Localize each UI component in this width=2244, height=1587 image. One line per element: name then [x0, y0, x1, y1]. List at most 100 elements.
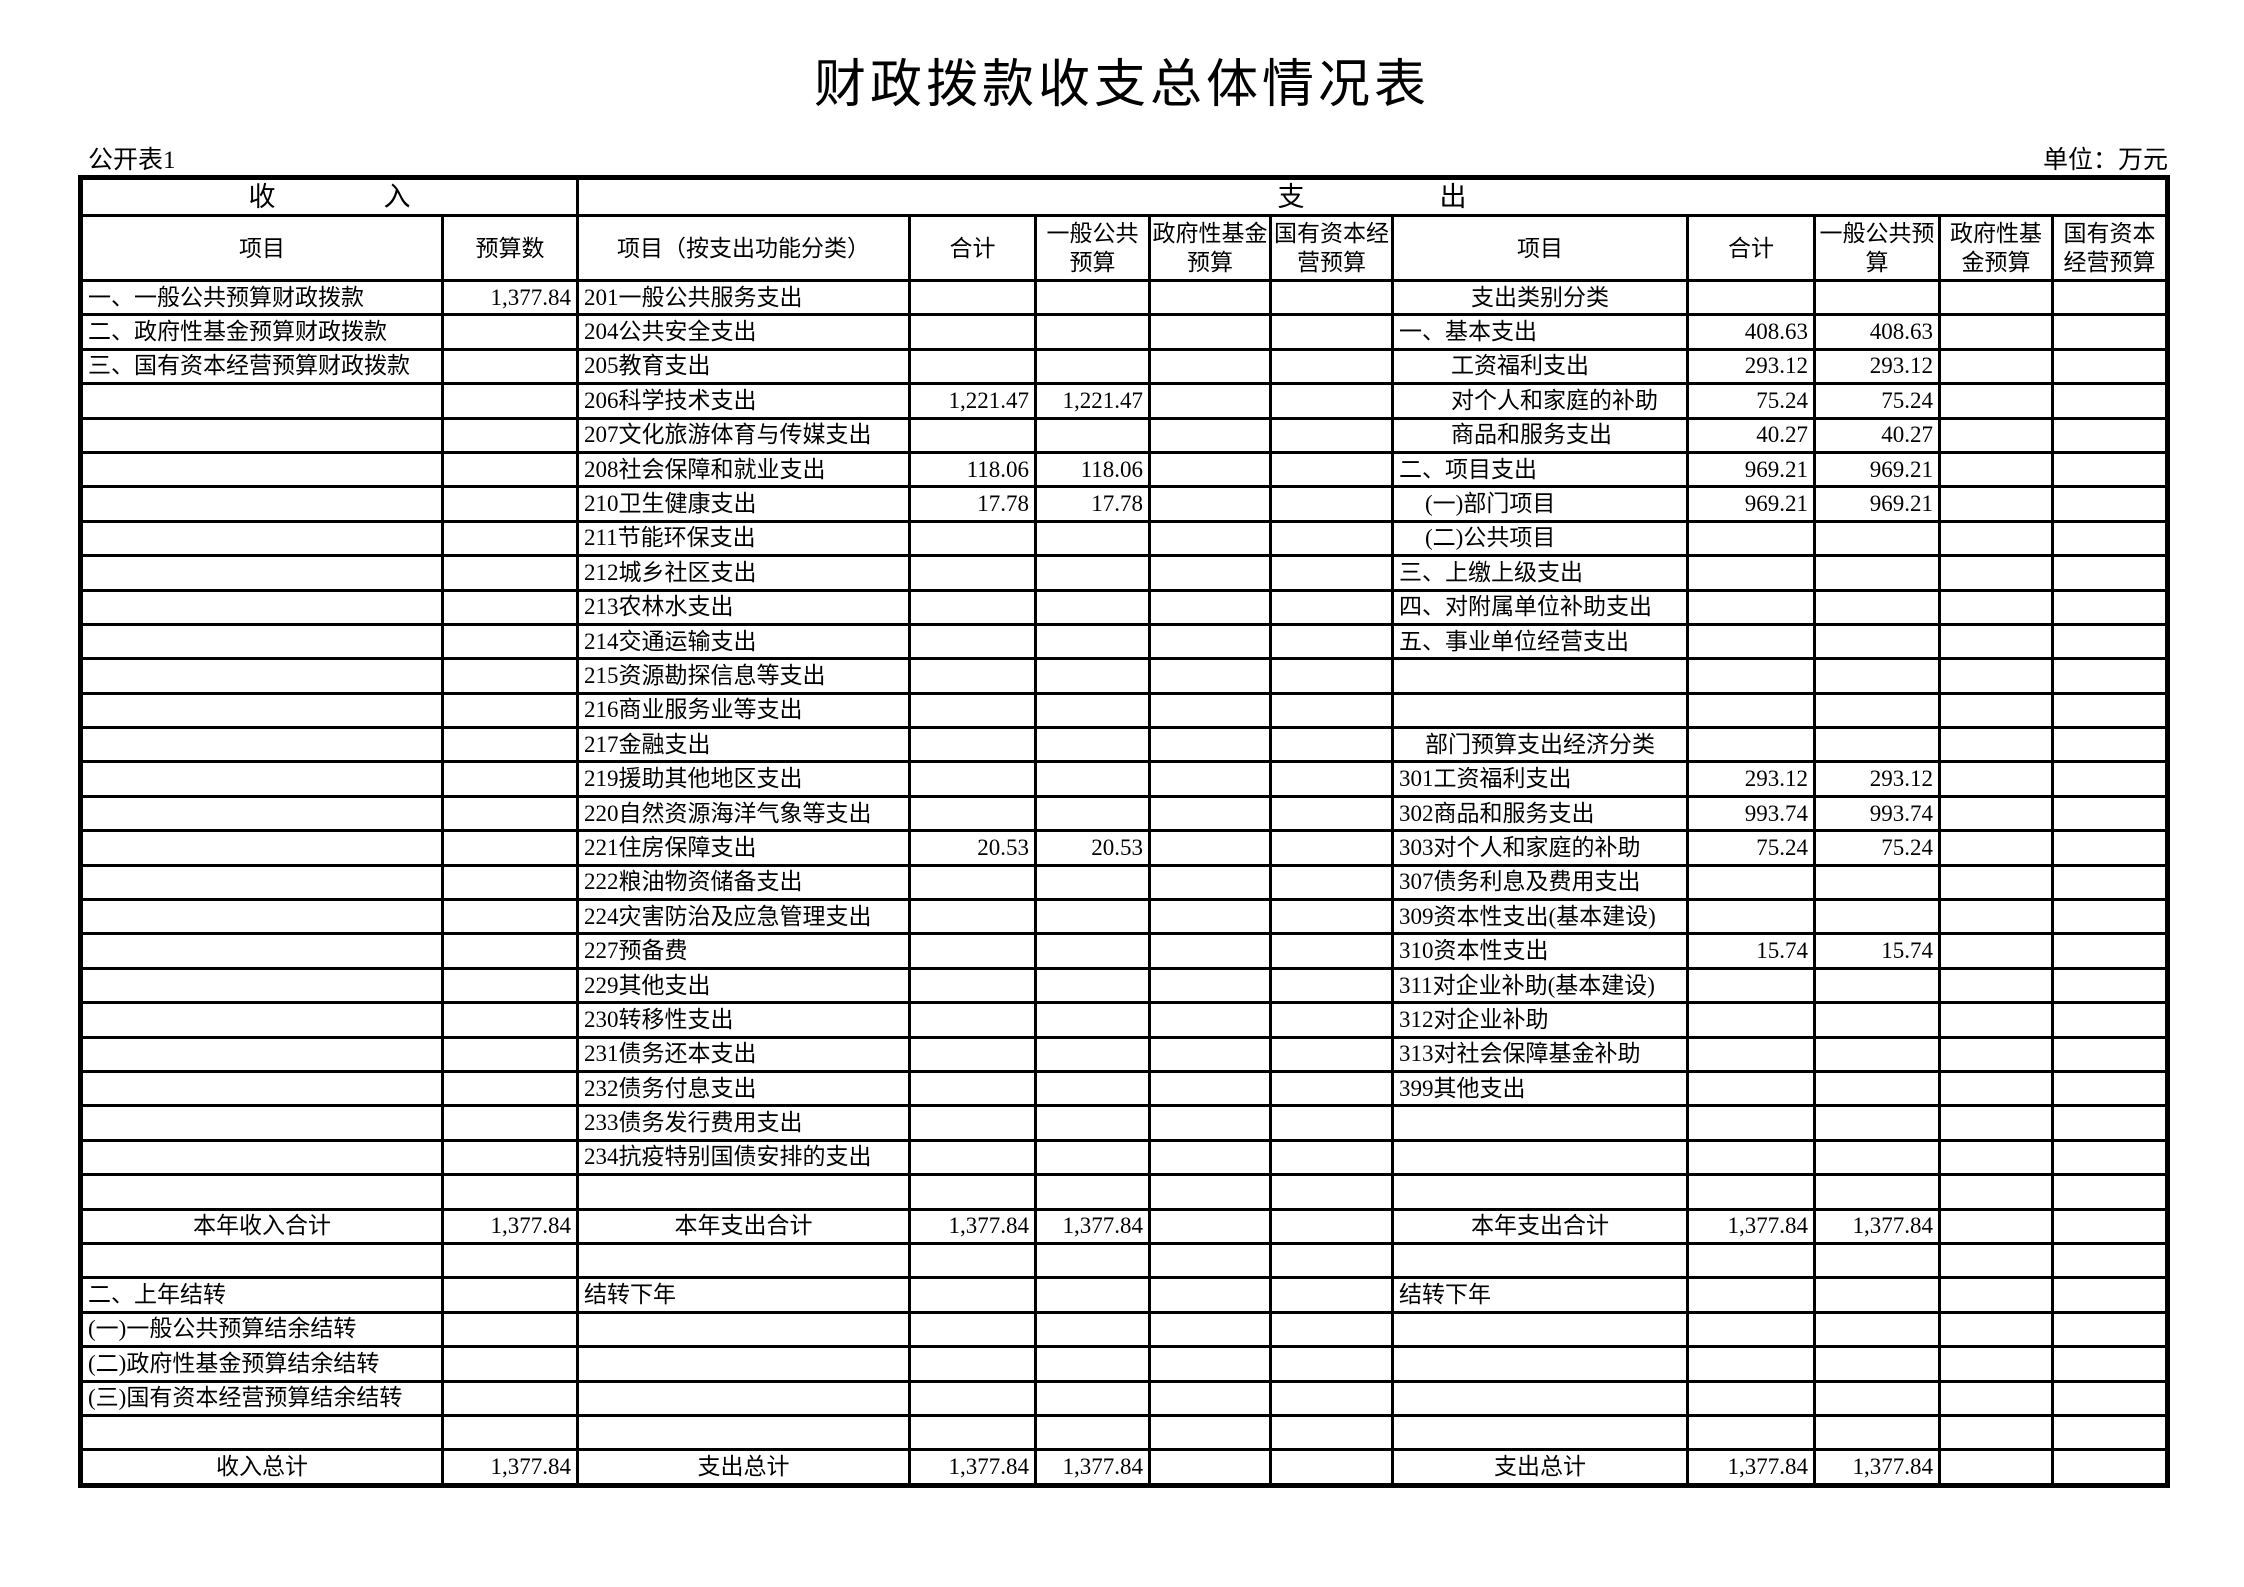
table-cell: 一、基本支出 — [1391, 313, 1689, 351]
table-cell — [1269, 1413, 1394, 1452]
table-cell: 五、事业单位经营支出 — [1391, 622, 1689, 661]
table-row — [79, 1413, 2170, 1452]
column-header-gov-fund-budget: 政府性基金预算 — [1148, 214, 1272, 282]
table-cell: 对个人和家庭的补助 — [1391, 382, 1689, 420]
table-cell — [908, 932, 1037, 970]
table-cell — [1938, 863, 2054, 902]
table-cell — [1269, 863, 1394, 902]
table-cell: 75.24 — [1813, 829, 1941, 867]
table-cell — [441, 1276, 579, 1314]
table-cell — [1148, 1310, 1272, 1349]
table-cell — [1148, 794, 1272, 833]
table-cell: 969.21 — [1686, 485, 1816, 523]
table-cell: 307债务利息及费用支出 — [1391, 863, 1689, 902]
table-cell — [1269, 898, 1394, 936]
table-cell — [441, 347, 579, 386]
table-cell — [908, 313, 1037, 351]
table-cell — [1034, 1345, 1151, 1383]
table-cell: 1,221.47 — [1034, 382, 1151, 420]
table-cell: 301工资福利支出 — [1391, 760, 1689, 798]
table-cell — [441, 1001, 579, 1039]
table-row: 233债务发行费用支出 — [79, 1104, 2170, 1142]
table-cell: (二)政府性基金预算结余结转 — [79, 1345, 444, 1383]
table-cell — [1034, 863, 1151, 902]
table-cell — [1269, 1276, 1394, 1314]
table-cell: 210卫生健康支出 — [576, 485, 911, 523]
table-cell — [1148, 1173, 1272, 1211]
table-cell — [79, 1069, 444, 1108]
table-cell — [1938, 1173, 2054, 1211]
table-cell — [1686, 657, 1816, 695]
table-cell: 408.63 — [1686, 313, 1816, 351]
table-cell — [1813, 657, 1941, 695]
table-cell — [79, 519, 444, 558]
table-cell — [1034, 1138, 1151, 1177]
table-row: 三、国有资本经营预算财政拨款 205教育支出 工资福利支出 293.12 293.12 — [79, 347, 2170, 386]
table-cell — [1813, 278, 1941, 317]
table-cell — [1034, 1069, 1151, 1108]
table-cell — [1686, 1001, 1816, 1039]
table-cell: (一)一般公共预算结余结转 — [79, 1310, 444, 1349]
table-cell: 75.24 — [1813, 382, 1941, 420]
table-cell — [1148, 554, 1272, 592]
table-cell — [1686, 1241, 1816, 1280]
table-cell — [1686, 1379, 1816, 1417]
table-cell — [1148, 1276, 1272, 1314]
table-cell — [441, 1241, 579, 1280]
table-cell — [908, 1104, 1037, 1142]
table-cell — [1034, 347, 1151, 386]
table-cell — [908, 416, 1037, 454]
table-cell — [908, 1276, 1037, 1314]
table-cell: 一、一般公共预算财政拨款 — [79, 278, 444, 317]
table-cell — [1938, 416, 2054, 454]
table-cell: 支出总计 — [576, 1448, 911, 1487]
table-cell — [2050, 1069, 2170, 1108]
table-row — [79, 1173, 2170, 1211]
table-cell — [1148, 588, 1272, 626]
table-cell — [2050, 1310, 2170, 1349]
table-cell: 219援助其他地区支出 — [576, 760, 911, 798]
table-row: (一)一般公共预算结余结转 — [79, 1310, 2170, 1349]
table-cell: 1,377.84 — [1034, 1207, 1151, 1245]
table-cell — [441, 1104, 579, 1142]
table-cell: 20.53 — [908, 829, 1037, 867]
table-cell — [2050, 794, 2170, 833]
table-cell: 216商业服务业等支出 — [576, 691, 911, 730]
table-cell — [79, 1138, 444, 1177]
table-cell: 1,377.84 — [441, 1448, 579, 1487]
table-cell — [2050, 1276, 2170, 1314]
table-cell — [1269, 1173, 1394, 1211]
table-cell — [2050, 898, 2170, 936]
table-row: 二、政府性基金预算财政拨款 204公共安全支出 一、基本支出 408.63 408.63 — [79, 313, 2170, 351]
table-cell — [1148, 898, 1272, 936]
table-cell — [79, 794, 444, 833]
table-cell — [908, 347, 1037, 386]
page-title: 财政拨款收支总体情况表 — [813, 57, 1430, 114]
table-cell — [1686, 1173, 1816, 1211]
table-cell — [1148, 382, 1272, 420]
column-header-total: 合计 — [908, 214, 1037, 282]
table-cell — [1148, 966, 1272, 1005]
table-row: 217金融支出 部门预算支出经济分类 — [79, 726, 2170, 764]
table-cell — [1813, 1138, 1941, 1177]
table-cell: (二)公共项目 — [1391, 519, 1689, 558]
table-cell — [1938, 1310, 2054, 1349]
table-cell — [1034, 1379, 1151, 1417]
table-cell — [441, 519, 579, 558]
table-cell — [1034, 1173, 1151, 1211]
table-cell — [908, 1241, 1037, 1280]
table-cell: 17.78 — [1034, 485, 1151, 523]
table-cell: 231债务还本支出 — [576, 1035, 911, 1074]
column-header-expense-item: 项目 — [1391, 214, 1689, 282]
table-cell — [576, 1413, 911, 1452]
table-cell — [1148, 691, 1272, 730]
table-cell — [79, 760, 444, 798]
table-cell: 208社会保障和就业支出 — [576, 450, 911, 489]
table-cell — [2050, 588, 2170, 626]
table-cell: 311对企业补助(基本建设) — [1391, 966, 1689, 1005]
table-cell — [1391, 1241, 1689, 1280]
table-cell — [2050, 1173, 2170, 1211]
table-cell — [2050, 416, 2170, 454]
table-row: 230转移性支出 312对企业补助 — [79, 1001, 2170, 1039]
table-row: 221住房保障支出 20.53 20.53 303对个人和家庭的补助 75.24 75.2… — [79, 829, 2170, 867]
